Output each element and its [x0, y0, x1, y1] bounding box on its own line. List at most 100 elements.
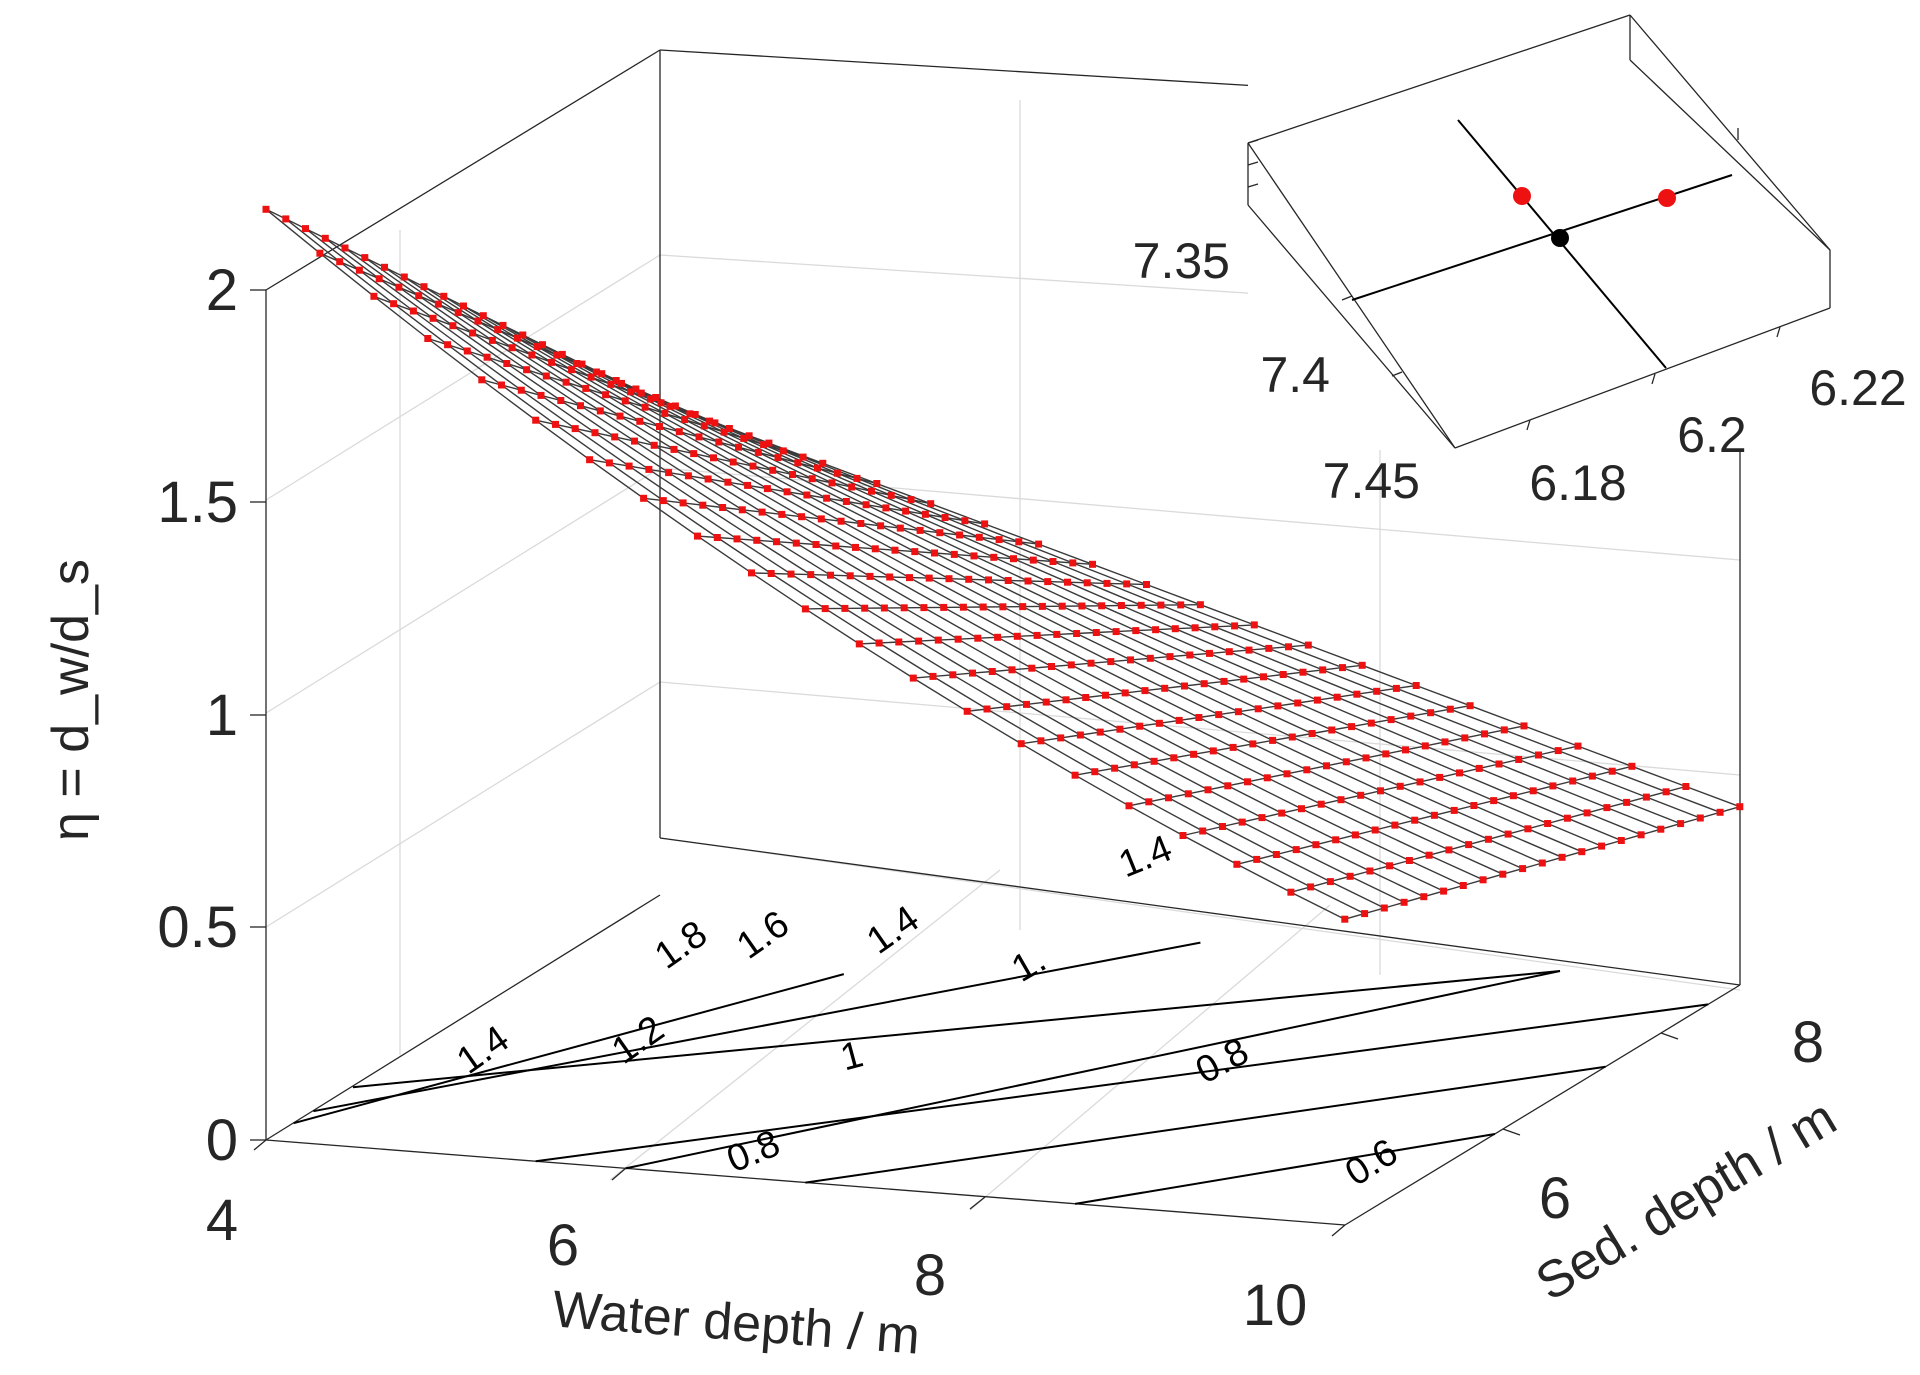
- surface-marker: [533, 343, 541, 351]
- surface-marker: [1466, 702, 1474, 710]
- surface-marker: [1254, 705, 1262, 713]
- surface-marker: [1042, 698, 1050, 706]
- surface-marker: [602, 391, 610, 399]
- grid-line: [659, 837, 1741, 991]
- inset-x-tick-label: 6.2: [1677, 407, 1747, 463]
- surface-marker: [744, 481, 752, 489]
- surface-marker: [1157, 601, 1165, 609]
- surface-marker: [981, 520, 989, 528]
- surface-marker: [632, 385, 640, 393]
- surface-marker: [1313, 696, 1321, 704]
- surface-marker: [1102, 691, 1109, 699]
- box-edge: [659, 837, 1741, 986]
- surface-marker: [1353, 690, 1361, 698]
- surface-marker: [1186, 651, 1194, 659]
- surface-marker: [659, 497, 667, 505]
- surface-marker: [1326, 878, 1334, 886]
- surface-marker: [1165, 794, 1172, 802]
- grid-line: [659, 467, 1741, 561]
- surface-marker: [567, 366, 575, 374]
- surface-marker: [1199, 827, 1207, 835]
- surface-marker: [424, 335, 432, 342]
- surface-marker: [429, 314, 437, 322]
- surface-marker: [1062, 696, 1070, 704]
- surface-marker: [1351, 831, 1359, 839]
- surface-marker: [823, 494, 831, 502]
- surface-marker: [1200, 680, 1208, 688]
- surface-marker: [837, 517, 845, 525]
- surface-marker: [934, 636, 942, 644]
- surface-marker: [1450, 806, 1458, 814]
- surface-marker: [862, 501, 870, 509]
- surface-marker: [975, 533, 983, 541]
- surface-marker: [1017, 740, 1025, 748]
- surface-marker: [645, 465, 653, 473]
- y-axis-title: Sed. depth / m: [1526, 1088, 1846, 1312]
- surface-marker: [842, 498, 850, 505]
- surface-marker: [1123, 580, 1131, 588]
- surface-marker: [801, 605, 809, 613]
- surface-marker: [1358, 661, 1366, 669]
- surface-marker: [979, 603, 987, 611]
- surface-marker: [1341, 915, 1349, 923]
- surface-marker: [1461, 734, 1469, 742]
- surface-marker: [1258, 814, 1266, 822]
- x-tick-label: 4: [206, 1188, 238, 1253]
- inset-tick: [1651, 373, 1656, 385]
- surface-marker: [1249, 740, 1257, 748]
- surface-marker: [1299, 668, 1307, 676]
- surface-marker: [710, 454, 717, 462]
- grid-line: [609, 869, 1001, 1181]
- surface-marker: [415, 292, 423, 300]
- surface-marker: [1470, 802, 1478, 809]
- surface-marker: [936, 529, 944, 537]
- inset-point: [1551, 229, 1569, 247]
- surface-marker: [798, 513, 806, 521]
- surface-marker: [695, 433, 703, 441]
- contour-label: 1.4: [859, 898, 926, 963]
- inset-y-tick-label: 7.4: [1260, 347, 1330, 403]
- surface-marker: [1137, 601, 1145, 609]
- surface-marker: [537, 391, 545, 399]
- surface-marker: [1407, 712, 1415, 720]
- surface-marker: [1366, 867, 1374, 875]
- surface-marker: [995, 536, 1003, 544]
- surface-marker: [1234, 708, 1242, 716]
- surface-marker: [1323, 762, 1330, 770]
- surface-marker: [920, 604, 928, 612]
- y-axis-ticks: 6 8: [1502, 1010, 1824, 1231]
- inset-edge: [1247, 204, 1456, 449]
- surface-marker: [454, 309, 462, 317]
- surface-marker: [640, 494, 648, 502]
- surface-marker: [552, 420, 559, 428]
- surface-marker: [1317, 800, 1325, 808]
- surface-marker: [1405, 857, 1413, 864]
- surface-marker: [375, 275, 383, 283]
- contour-line: [313, 941, 1201, 1113]
- y-tick: [1502, 1128, 1521, 1136]
- surface-marker: [1117, 602, 1125, 609]
- surface-marker: [983, 705, 991, 713]
- surface-marker: [1015, 538, 1023, 546]
- surface-marker: [616, 412, 624, 420]
- surface-marker: [963, 707, 971, 715]
- surface-marker: [1037, 737, 1045, 745]
- surface-marker: [1446, 705, 1454, 713]
- surface-marker: [900, 604, 908, 612]
- surface-marker: [1143, 581, 1150, 588]
- surface-marker: [1211, 623, 1219, 631]
- inset-point: [1658, 189, 1676, 207]
- surface-marker: [799, 453, 807, 461]
- x-tick-label: 8: [914, 1243, 946, 1308]
- surface-marker: [661, 409, 669, 417]
- surface-marker: [1067, 661, 1075, 669]
- surface-marker: [657, 399, 665, 407]
- surface-marker: [875, 639, 883, 647]
- inset-tick: [1247, 183, 1259, 188]
- surface-marker: [558, 350, 566, 358]
- surface-marker: [1190, 750, 1198, 758]
- surface-marker: [532, 416, 540, 424]
- surface-marker: [1048, 663, 1055, 670]
- surface-marker: [1377, 787, 1384, 795]
- surface-marker: [1637, 831, 1645, 839]
